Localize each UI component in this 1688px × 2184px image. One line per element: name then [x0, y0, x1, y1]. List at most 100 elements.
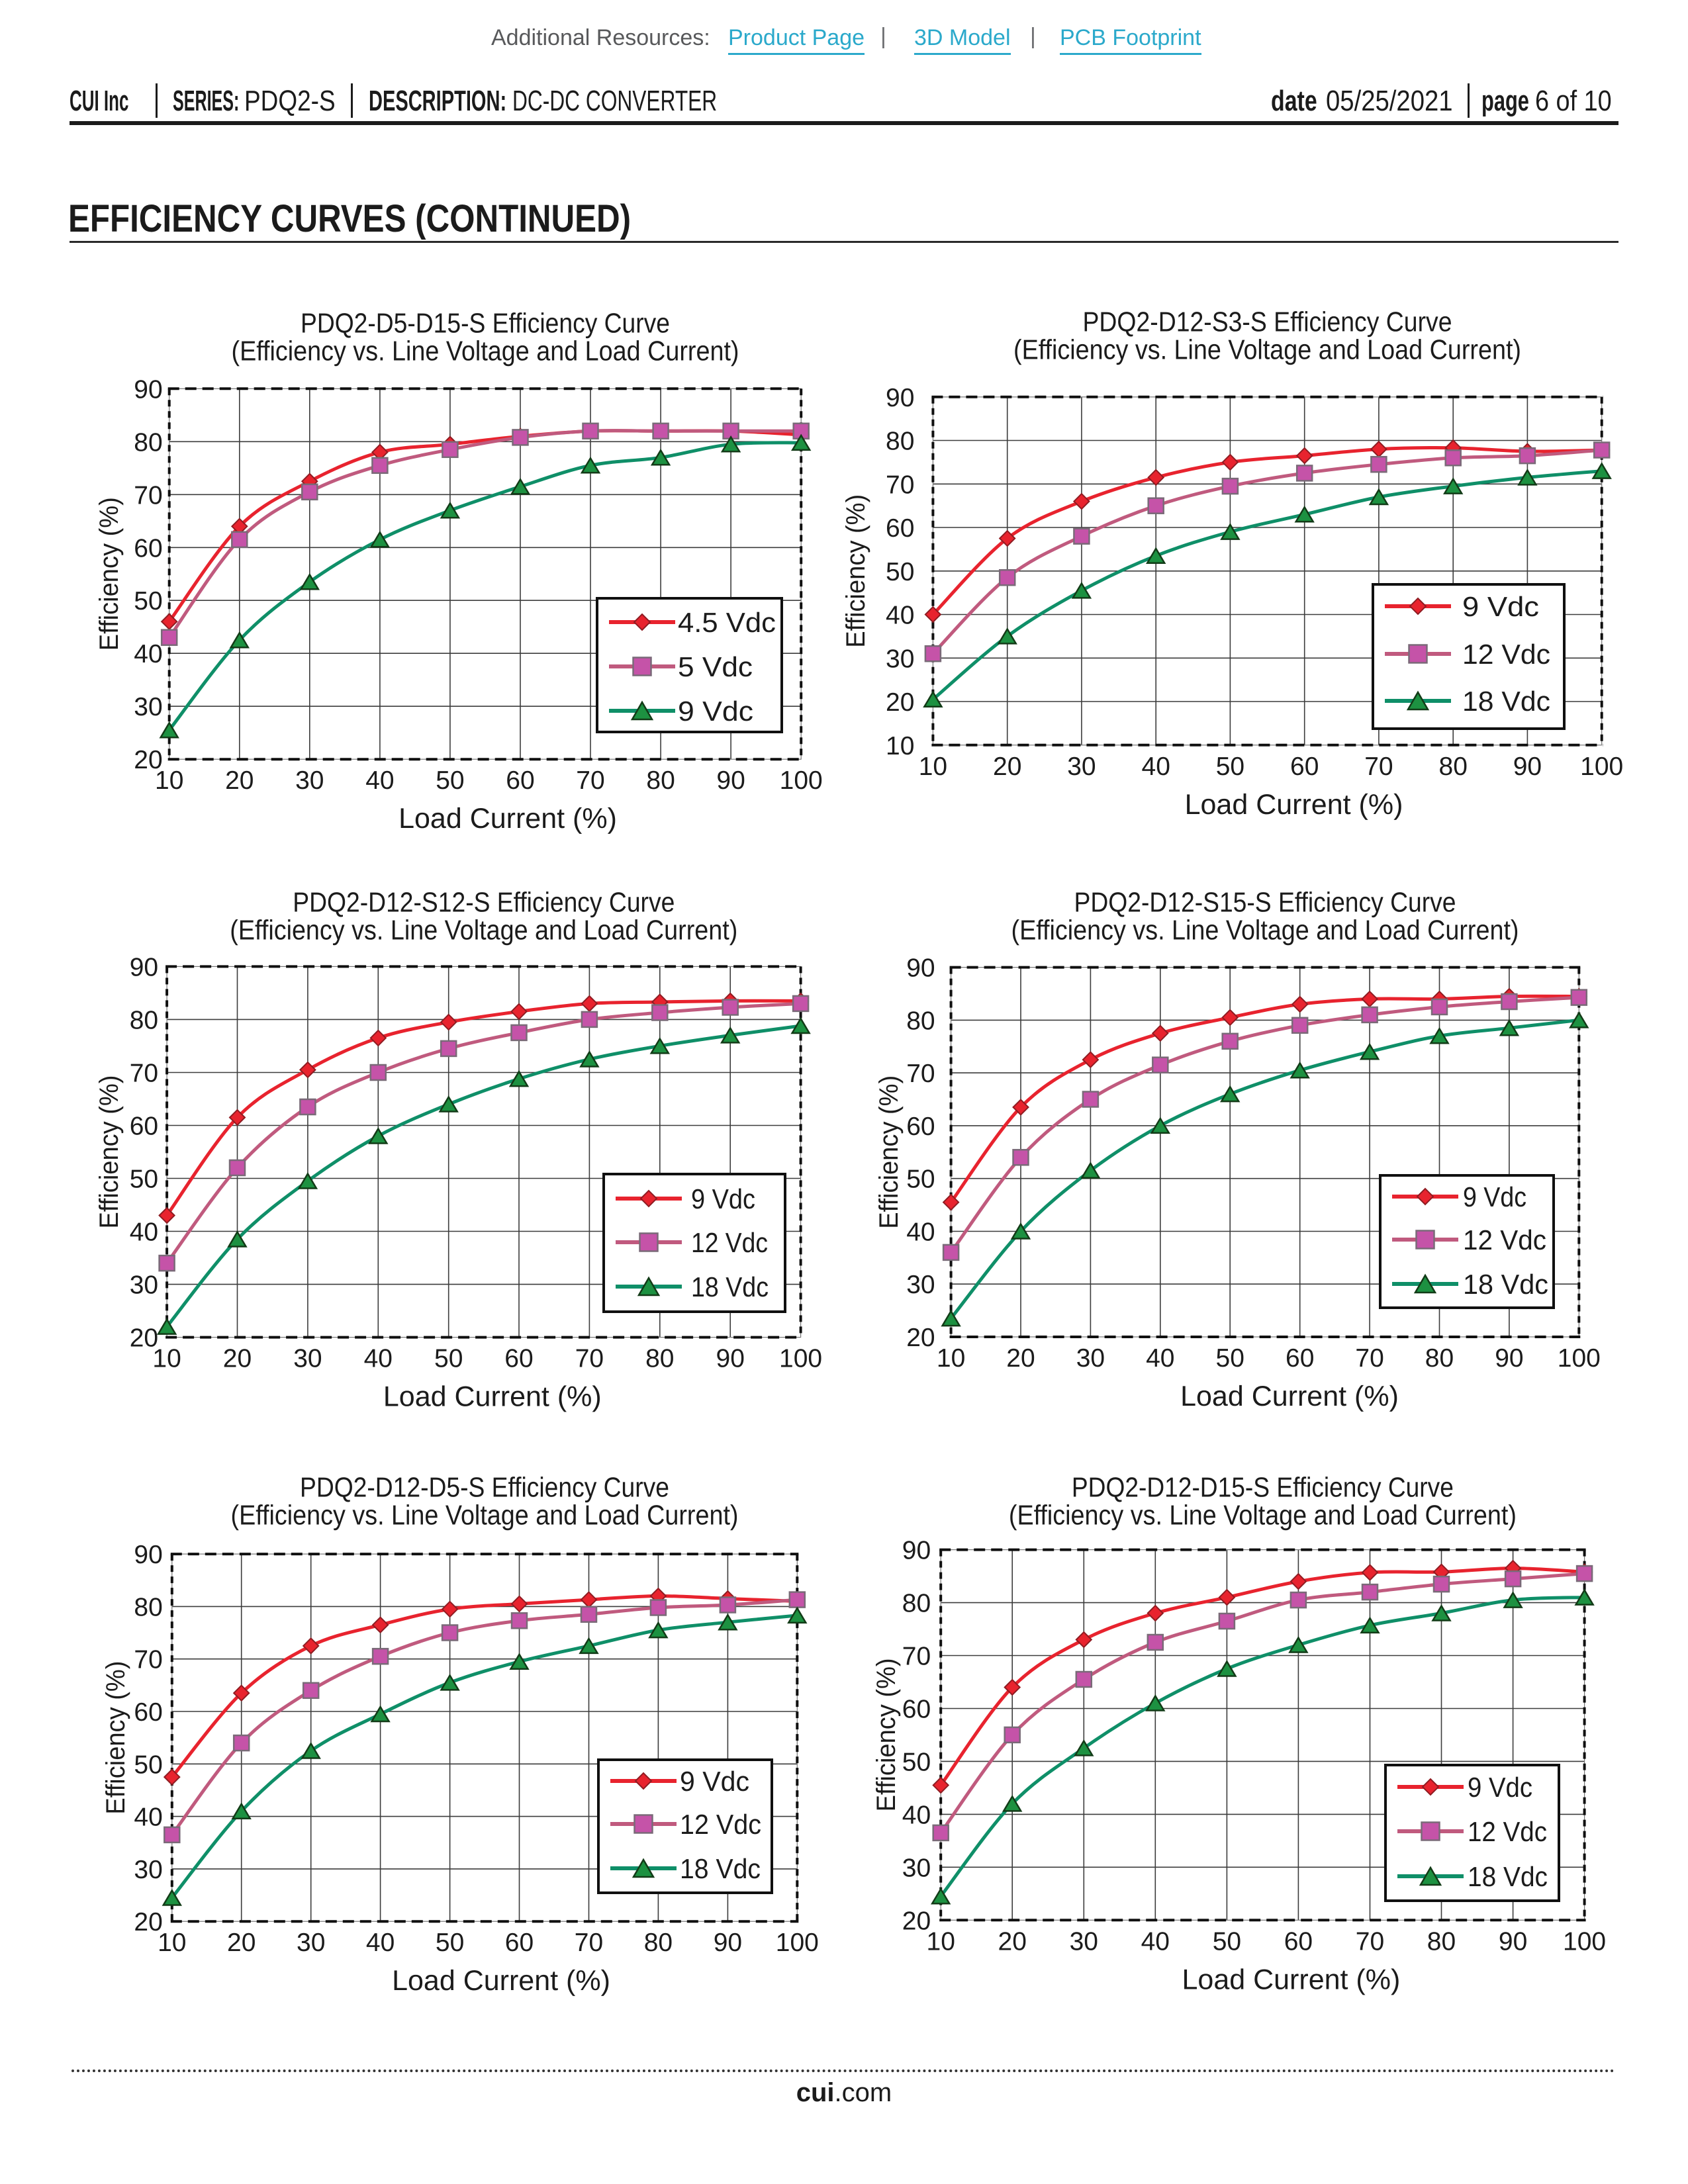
- svg-text:50: 50: [134, 1751, 162, 1779]
- svg-text:100: 100: [776, 1929, 819, 1957]
- svg-text:50: 50: [436, 1929, 464, 1957]
- svg-text:60: 60: [505, 1929, 534, 1957]
- svg-text:9 Vdc: 9 Vdc: [1468, 1772, 1532, 1803]
- svg-text:10: 10: [927, 1927, 955, 1956]
- svg-text:90: 90: [714, 1929, 742, 1957]
- svg-text:80: 80: [902, 1590, 931, 1618]
- svg-text:40: 40: [1146, 1344, 1174, 1373]
- svg-text:90: 90: [886, 384, 914, 412]
- svg-text:90: 90: [902, 1537, 931, 1565]
- svg-text:40: 40: [134, 1803, 162, 1832]
- svg-text:50: 50: [886, 558, 914, 586]
- svg-text:(Efficiency vs. Line Voltage a: (Efficiency vs. Line Voltage and Load Cu…: [232, 336, 739, 367]
- svg-text:18 Vdc: 18 Vdc: [680, 1853, 761, 1884]
- svg-text:10: 10: [919, 752, 947, 781]
- svg-text:18 Vdc: 18 Vdc: [1462, 686, 1550, 717]
- svg-text:50: 50: [436, 766, 464, 795]
- svg-text:70: 70: [575, 1345, 604, 1373]
- svg-text:70: 70: [134, 481, 162, 510]
- svg-text:50: 50: [130, 1165, 158, 1194]
- svg-text:9 Vdc: 9 Vdc: [1463, 1181, 1526, 1212]
- svg-text:80: 80: [134, 1593, 162, 1621]
- svg-text:Efficiency (%): Efficiency (%): [874, 1075, 904, 1229]
- svg-text:60: 60: [1290, 752, 1319, 781]
- svg-text:80: 80: [1439, 752, 1468, 781]
- svg-text:40: 40: [1141, 1927, 1170, 1956]
- svg-text:Load Current (%): Load Current (%): [392, 1965, 610, 1997]
- svg-text:40: 40: [1142, 752, 1170, 781]
- svg-text:90: 90: [1513, 752, 1542, 781]
- svg-text:(Efficiency vs. Line Voltage a: (Efficiency vs. Line Voltage and Load Cu…: [231, 1500, 739, 1531]
- svg-text:4.5 Vdc: 4.5 Vdc: [678, 607, 776, 638]
- svg-text:100: 100: [780, 766, 823, 795]
- svg-text:50: 50: [1216, 752, 1244, 781]
- svg-text:9 Vdc: 9 Vdc: [680, 1766, 749, 1797]
- svg-text:90: 90: [1499, 1927, 1527, 1956]
- svg-text:80: 80: [1427, 1927, 1456, 1956]
- svg-text:Efficiency (%): Efficiency (%): [872, 1658, 901, 1811]
- svg-text:50: 50: [902, 1748, 931, 1776]
- svg-text:20: 20: [902, 1907, 931, 1935]
- svg-text:30: 30: [1067, 752, 1096, 781]
- svg-text:12 Vdc: 12 Vdc: [680, 1809, 761, 1840]
- svg-text:12 Vdc: 12 Vdc: [1462, 639, 1550, 670]
- svg-text:Efficiency (%): Efficiency (%): [95, 497, 124, 651]
- svg-text:60: 60: [906, 1113, 935, 1141]
- svg-text:PDQ2-D12-D5-S Efficiency Curve: PDQ2-D12-D5-S Efficiency Curve: [300, 1472, 669, 1503]
- svg-text:80: 80: [886, 428, 914, 456]
- svg-text:80: 80: [1425, 1344, 1454, 1373]
- svg-text:70: 70: [575, 1929, 603, 1957]
- svg-text:50: 50: [134, 587, 162, 615]
- svg-text:Efficiency (%): Efficiency (%): [841, 494, 870, 648]
- svg-text:(Efficiency vs. Line Voltage a: (Efficiency vs. Line Voltage and Load Cu…: [230, 915, 737, 946]
- svg-text:20: 20: [134, 746, 162, 774]
- svg-text:20: 20: [223, 1345, 252, 1373]
- svg-text:40: 40: [366, 1929, 395, 1957]
- svg-text:(Efficiency vs. Line Voltage a: (Efficiency vs. Line Voltage and Load Cu…: [1011, 915, 1519, 946]
- svg-text:20: 20: [227, 1929, 256, 1957]
- svg-text:40: 40: [130, 1218, 158, 1247]
- svg-text:60: 60: [504, 1345, 533, 1373]
- svg-text:60: 60: [1284, 1927, 1313, 1956]
- svg-text:(Efficiency vs. Line Voltage a: (Efficiency vs. Line Voltage and Load Cu…: [1013, 334, 1521, 365]
- svg-text:30: 30: [906, 1271, 935, 1299]
- svg-text:10: 10: [937, 1344, 965, 1373]
- svg-text:30: 30: [130, 1271, 158, 1300]
- svg-text:20: 20: [886, 688, 914, 717]
- svg-text:40: 40: [365, 766, 394, 795]
- svg-text:Load Current (%): Load Current (%): [1180, 1381, 1399, 1412]
- svg-text:9 Vdc: 9 Vdc: [691, 1183, 755, 1214]
- svg-text:30: 30: [293, 1345, 322, 1373]
- svg-text:18 Vdc: 18 Vdc: [691, 1271, 769, 1302]
- svg-text:20: 20: [993, 752, 1021, 781]
- svg-text:70: 70: [130, 1060, 158, 1088]
- svg-text:90: 90: [134, 1541, 162, 1569]
- svg-text:12 Vdc: 12 Vdc: [1468, 1816, 1547, 1847]
- svg-text:90: 90: [906, 954, 935, 983]
- svg-text:60: 60: [134, 534, 162, 563]
- svg-text:70: 70: [902, 1643, 931, 1671]
- svg-text:20: 20: [130, 1324, 158, 1353]
- svg-text:30: 30: [134, 1856, 162, 1884]
- svg-text:20: 20: [225, 766, 254, 795]
- svg-text:30: 30: [902, 1854, 931, 1882]
- svg-text:90: 90: [130, 953, 158, 981]
- svg-text:100: 100: [779, 1345, 822, 1373]
- svg-text:Load Current (%): Load Current (%): [1182, 1964, 1400, 1995]
- svg-text:70: 70: [1356, 1927, 1384, 1956]
- svg-text:Load Current (%): Load Current (%): [383, 1381, 602, 1413]
- svg-text:40: 40: [902, 1801, 931, 1829]
- svg-text:30: 30: [1076, 1344, 1105, 1373]
- svg-text:PDQ2-D12-D15-S Efficiency Curv: PDQ2-D12-D15-S Efficiency Curve: [1072, 1472, 1454, 1503]
- svg-text:30: 30: [1070, 1927, 1098, 1956]
- svg-text:9 Vdc: 9 Vdc: [678, 696, 753, 727]
- svg-text:40: 40: [364, 1345, 393, 1373]
- svg-text:PDQ2-D12-S3-S Efficiency Curve: PDQ2-D12-S3-S Efficiency Curve: [1083, 306, 1452, 338]
- svg-text:80: 80: [906, 1007, 935, 1035]
- svg-text:10: 10: [158, 1929, 186, 1957]
- svg-text:60: 60: [902, 1696, 931, 1724]
- svg-text:18 Vdc: 18 Vdc: [1463, 1269, 1548, 1300]
- svg-text:18 Vdc: 18 Vdc: [1468, 1861, 1548, 1892]
- svg-text:(Efficiency vs. Line Voltage a: (Efficiency vs. Line Voltage and Load Cu…: [1009, 1500, 1517, 1531]
- svg-text:60: 60: [506, 766, 534, 795]
